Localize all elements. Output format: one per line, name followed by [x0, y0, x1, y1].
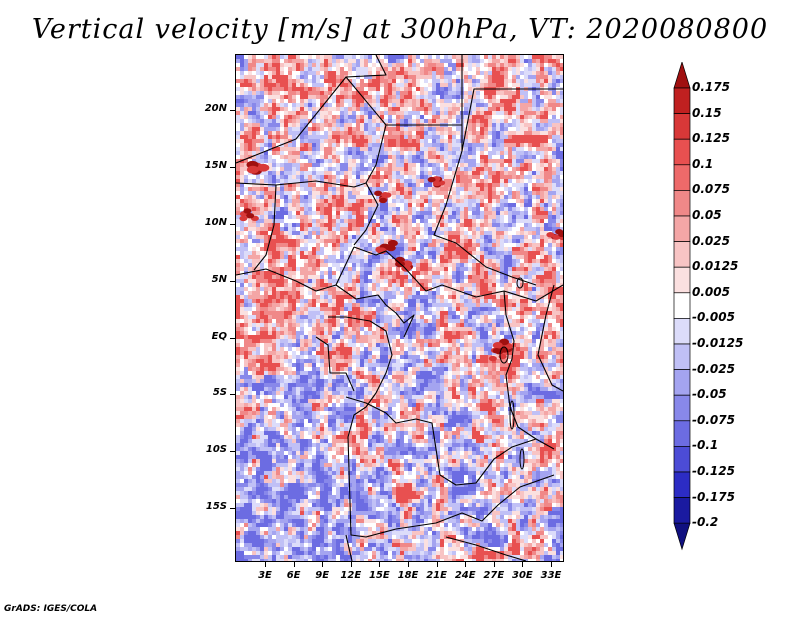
- lat-label: 20N: [204, 103, 227, 114]
- colorbar-swatch: [673, 164, 691, 191]
- colorbar-level-label: -0.2: [692, 515, 719, 530]
- grads-credit: GrADS: IGES/COLA: [4, 604, 98, 614]
- colorbar-level-label: 0.05: [692, 208, 722, 222]
- colorbar-level-label: -0.005: [692, 310, 735, 325]
- lat-tick: [230, 338, 235, 339]
- lon-label: 33E: [540, 570, 562, 581]
- lon-tick: [522, 562, 524, 567]
- colorbar-level-label: 0.175: [692, 80, 730, 94]
- colorbar-level-label: 0.025: [692, 233, 730, 248]
- lon-tick: [408, 562, 409, 567]
- colorbar-swatch: [673, 266, 691, 294]
- lon-label: 21E: [426, 570, 447, 581]
- lat-label: 10N: [204, 217, 227, 228]
- lon-tick: [436, 562, 438, 567]
- colorbar-swatch: [673, 471, 691, 498]
- colorbar-level-label: 0.125: [692, 131, 730, 146]
- colorbar-level-label: -0.1: [692, 438, 719, 453]
- colorbar-level-label: -0.0125: [692, 336, 744, 350]
- colorbar-swatch: [673, 292, 691, 319]
- map-plot-area: [235, 54, 564, 562]
- lon-tick: [551, 562, 552, 567]
- colorbar-level-label: 0.15: [692, 105, 722, 120]
- colorbar-swatch: [673, 113, 691, 140]
- colorbar-swatch: [673, 215, 691, 242]
- lat-label: 5S: [212, 387, 227, 398]
- colorbar-swatches: [673, 60, 691, 551]
- lat-tick: [230, 451, 235, 452]
- lat-tick: [230, 224, 235, 225]
- colorbar-swatch: [673, 420, 691, 447]
- colorbar-swatch: [673, 446, 691, 473]
- lon-tick: [265, 562, 266, 567]
- colorbar-swatch: [673, 497, 691, 524]
- lon-label: 3E: [258, 570, 272, 581]
- colorbar-level-label: -0.05: [692, 387, 727, 402]
- map-title: Vertical velocity [m/s] at 300hPa, VT: 2…: [31, 14, 769, 45]
- lat-tick: [230, 508, 235, 509]
- colorbar-swatch: [673, 60, 691, 89]
- colorbar-swatch: [673, 394, 691, 422]
- lon-tick: [493, 562, 495, 567]
- lon-label: 15E: [369, 570, 390, 581]
- lat-tick: [230, 167, 235, 168]
- lat-label: 15N: [204, 160, 227, 171]
- colorbar-swatch: [673, 87, 691, 114]
- lon-tick: [322, 562, 324, 567]
- colorbar-level-label: 0.075: [692, 182, 730, 197]
- lat-label: 10S: [205, 444, 227, 455]
- strong-updraft-spots: [239, 160, 563, 362]
- lon-tick: [293, 562, 295, 567]
- lat-label: 5N: [211, 274, 227, 285]
- colorbar-level-label: -0.075: [692, 412, 735, 427]
- colorbar-level-label: -0.025: [692, 361, 735, 376]
- colorbar-swatch: [673, 241, 691, 268]
- lon-label: 24E: [454, 570, 476, 581]
- colorbar-swatch: [673, 369, 691, 396]
- country-boundaries: [236, 55, 563, 561]
- lat-label: 15S: [205, 501, 227, 512]
- velocity-shading: [236, 55, 563, 561]
- colorbar-level-label: 0.0125: [692, 259, 739, 274]
- colorbar-level-label: -0.175: [692, 489, 735, 504]
- colorbar-level-label: 0.005: [692, 284, 730, 299]
- lat-label: EQ: [211, 331, 227, 342]
- lon-tick: [379, 562, 381, 567]
- lat-tick: [230, 281, 235, 282]
- lat-tick: [230, 394, 235, 395]
- colorbar-swatch: [673, 190, 691, 217]
- lon-label: 12E: [340, 570, 362, 581]
- lon-label: 18E: [397, 570, 419, 581]
- colorbar: [670, 60, 710, 566]
- colorbar-swatch: [673, 318, 691, 345]
- colorbar-swatch: [673, 343, 691, 370]
- colorbar-swatch: [673, 138, 691, 166]
- colorbar-level-label: -0.125: [692, 464, 735, 478]
- colorbar-swatch: [673, 522, 691, 551]
- lon-label: 30E: [512, 570, 533, 581]
- lat-tick: [230, 110, 235, 111]
- lon-label: 9E: [315, 570, 330, 581]
- colorbar-level-label: 0.1: [692, 156, 714, 171]
- vertical-velocity-field: [236, 55, 563, 561]
- lon-tick: [350, 562, 352, 567]
- lon-label: 27E: [483, 570, 505, 581]
- lon-tick: [465, 562, 467, 567]
- lon-label: 6E: [286, 570, 301, 581]
